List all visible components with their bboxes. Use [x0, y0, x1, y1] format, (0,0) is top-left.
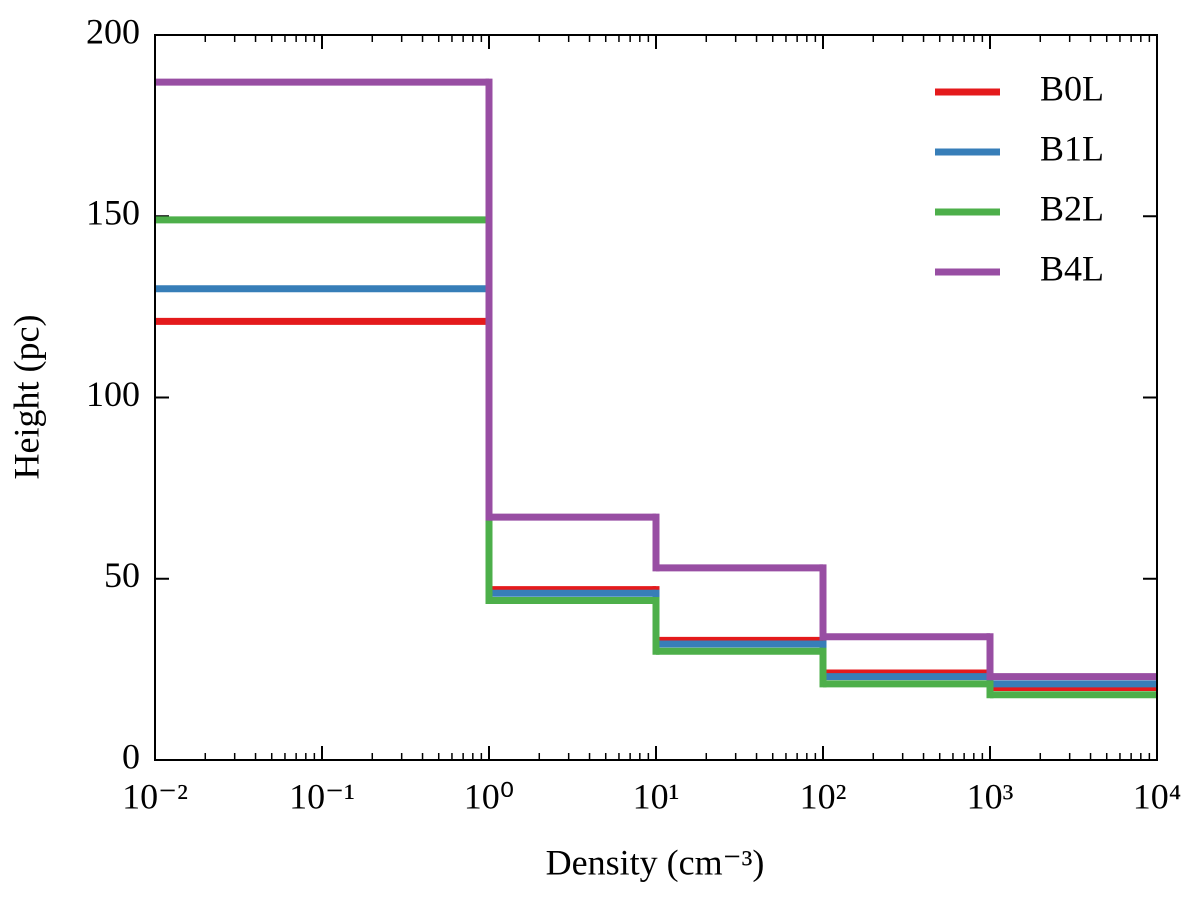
x-tick-label: 10⁰ [464, 776, 514, 816]
x-tick-label: 10⁻² [122, 776, 188, 816]
y-tick-label: 150 [86, 193, 140, 233]
x-axis-label: Density (cm⁻³) [546, 842, 765, 882]
y-tick-label: 0 [122, 736, 140, 776]
y-tick-label: 50 [104, 555, 140, 595]
x-tick-label: 10³ [967, 776, 1014, 816]
x-tick-label: 10¹ [633, 776, 680, 816]
plot-frame [154, 34, 1158, 761]
x-tick-label: 10⁴ [1133, 776, 1182, 816]
legend-label: B4L [1040, 248, 1104, 288]
y-tick-label: 100 [86, 374, 140, 414]
legend-label: B2L [1040, 188, 1104, 228]
x-tick-label: 10² [800, 776, 847, 816]
legend-label: B1L [1040, 128, 1104, 168]
y-axis-label: Height (pc) [6, 315, 46, 480]
legend-label: B0L [1040, 68, 1104, 108]
y-tick-label: 200 [86, 11, 140, 51]
x-tick-label: 10⁻¹ [289, 776, 355, 816]
